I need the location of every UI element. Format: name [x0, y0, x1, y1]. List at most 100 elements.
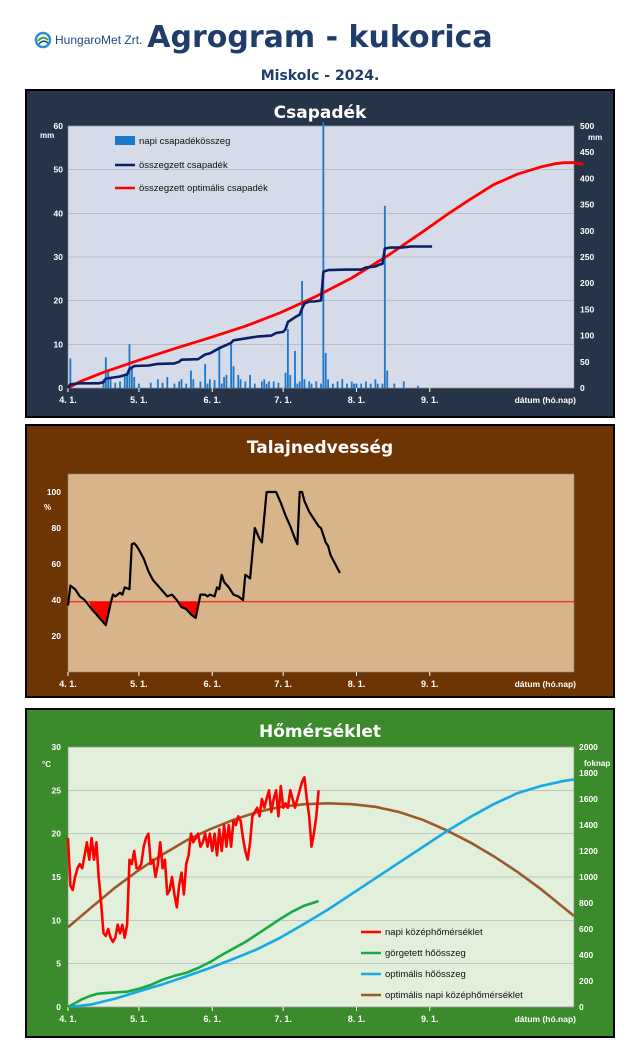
- precip-bar: [310, 383, 313, 388]
- precip-bar: [128, 344, 131, 388]
- y2-tick-label: 1200: [579, 846, 598, 856]
- y2-tick-label: 500: [580, 121, 594, 131]
- x-tick-label: 9. 1.: [421, 679, 439, 689]
- logo-icon: [34, 31, 52, 49]
- x-tick-label: 7. 1.: [274, 1014, 292, 1024]
- precip-bar: [180, 379, 183, 388]
- y-tick-label: 10: [54, 339, 64, 349]
- precip-bar: [298, 381, 301, 388]
- precip-bar: [123, 374, 126, 388]
- y2-tick-label: 1800: [579, 768, 598, 778]
- precip-bar: [239, 379, 242, 388]
- rolling-heat-sum-line: [67, 899, 319, 1009]
- page-title: Agrogram - kukorica: [147, 20, 493, 55]
- precip-bar: [69, 358, 72, 388]
- x-axis-label: dátum (hó.nap): [515, 395, 577, 405]
- precip-bar: [220, 383, 223, 388]
- precipitation-panel: Csapadék 0 10 20 30 40 50 60 0 50 100 150 200 250 300…: [25, 89, 615, 418]
- precip-bar: [341, 379, 344, 388]
- deficit-area: [179, 601, 199, 618]
- y2-tick-label: 250: [580, 252, 594, 262]
- y2-tick-label: 450: [580, 147, 594, 157]
- y2-tick-label: 1000: [579, 872, 598, 882]
- temperature-chart: 0 5 10 15 20 25 30 0 200 400 600 800 1000 1200 1400 160…: [42, 742, 610, 1024]
- page-subtitle: Miskolc - 2024.: [260, 68, 380, 84]
- y2-tick-label: 400: [579, 950, 593, 960]
- y-tick-label: 60: [54, 121, 64, 131]
- precip-bar: [192, 379, 195, 388]
- optimal-heat-sum-line: [67, 778, 575, 1009]
- precip-bar: [161, 382, 164, 388]
- precip-bar: [173, 383, 176, 388]
- x-tick-label: 4. 1.: [59, 1014, 77, 1024]
- precip-bar: [381, 383, 384, 388]
- y-tick-label: 20: [52, 829, 62, 839]
- precip-bar: [350, 381, 353, 388]
- legend-label: görgetett hőösszeg: [385, 948, 466, 959]
- x-tick-label: 7. 1.: [274, 679, 292, 689]
- x-tick-label: 5. 1.: [130, 395, 148, 405]
- soil-moisture-panel: Talajnedvesség 20 40 60 80 100% 4. 1. 5. 1. 6. …: [25, 424, 615, 698]
- precip-bar: [353, 383, 356, 388]
- precip-bar: [223, 377, 225, 388]
- x-tick-label: 5. 1.: [130, 1014, 148, 1024]
- precip-bar: [237, 374, 240, 388]
- legend-label: optimális hőösszeg: [385, 969, 466, 980]
- y2-tick-label: 2000: [579, 742, 598, 752]
- x-tick-label: 5. 1.: [130, 679, 148, 689]
- optimal-cumulative-precip-line: [67, 161, 584, 390]
- x-tick-label: 6. 1.: [203, 395, 221, 405]
- y-tick-label: 20: [54, 296, 64, 306]
- precip-bar: [232, 366, 235, 388]
- precip-bar: [336, 381, 339, 388]
- x-tick-label: 6. 1.: [203, 679, 221, 689]
- precip-bar: [190, 370, 192, 388]
- precip-bar: [296, 383, 299, 388]
- precip-bar: [268, 381, 270, 388]
- precip-bar: [277, 382, 280, 388]
- y-tick-label: 0: [56, 1002, 61, 1012]
- precip-bar: [263, 379, 266, 388]
- y2-tick-label: 200: [579, 976, 593, 986]
- precip-bar: [315, 381, 318, 388]
- y2-tick-label: 1600: [579, 794, 598, 804]
- y-tick-label: 10: [52, 915, 62, 925]
- precip-bar: [324, 353, 327, 388]
- x-tick-label: 8. 1.: [348, 395, 366, 405]
- y-axis-label: mm: [40, 131, 54, 140]
- y2-tick-label: 600: [579, 924, 593, 934]
- legend-label: napi középhőmérséklet: [385, 927, 483, 938]
- precip-bar: [213, 380, 216, 388]
- precip-bar: [253, 383, 256, 388]
- precip-bar: [166, 377, 169, 388]
- y2-axis-label: mm: [588, 133, 602, 142]
- legend-label: összegzett optimális csapadék: [139, 183, 268, 194]
- y-tick-label: 30: [54, 252, 64, 262]
- precip-bar: [346, 383, 348, 388]
- precip-bar: [218, 346, 221, 388]
- y2-tick-label: 0: [579, 1002, 584, 1012]
- x-axis-label: dátum (hó.nap): [515, 1014, 577, 1024]
- y-tick-label: 5: [56, 959, 61, 969]
- x-tick-label: 6. 1.: [203, 1014, 221, 1024]
- y2-tick-label: 100: [580, 331, 594, 341]
- precip-bar: [126, 374, 129, 388]
- precip-bar: [289, 374, 292, 388]
- precip-bar: [156, 379, 159, 388]
- legend-label: napi csapadékösszeg: [139, 136, 230, 147]
- precip-bar: [286, 329, 289, 388]
- precipitation-title: Csapadék: [273, 103, 367, 123]
- precip-bar: [230, 344, 233, 388]
- soil-moisture-title: Talajnedvesség: [246, 438, 394, 458]
- logo: HungaroMet Zrt.: [34, 31, 142, 49]
- precip-bar: [331, 383, 334, 388]
- x-tick-label: 9. 1.: [421, 1014, 439, 1024]
- precip-bar: [185, 383, 188, 388]
- y2-tick-label: 0: [580, 383, 585, 393]
- y-axis-label: °C: [42, 760, 51, 769]
- precip-bar: [393, 383, 396, 388]
- y2-tick-label: 200: [580, 278, 594, 288]
- y-tick-label: 20: [52, 631, 62, 641]
- precip-bar: [383, 205, 386, 388]
- cumulative-precip-line: [66, 245, 433, 389]
